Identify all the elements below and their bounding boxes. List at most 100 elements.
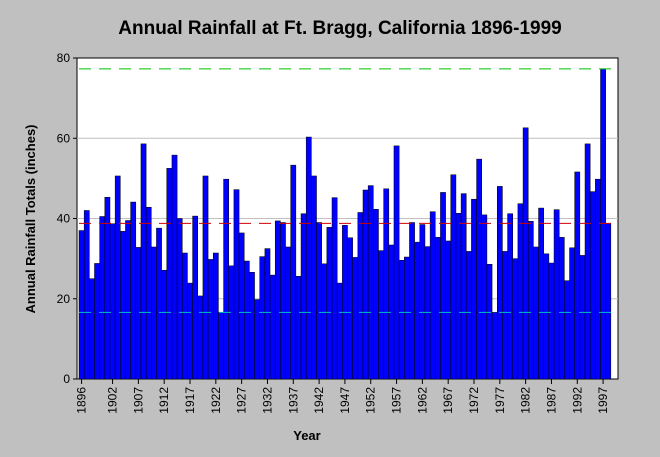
bar: [295, 276, 302, 380]
x-tick-label: 1967: [441, 387, 455, 414]
y-tick-label: 0: [63, 372, 70, 386]
bar: [280, 222, 286, 380]
bar: [595, 178, 601, 380]
bar: [486, 263, 493, 380]
bar: [171, 154, 178, 380]
bar: [311, 175, 317, 380]
bar: [600, 68, 606, 380]
bar: [398, 259, 405, 380]
x-tick-label: 1917: [183, 387, 197, 414]
y-axis-ticks: 0 20 40 60 80: [57, 51, 77, 386]
bar: [527, 221, 534, 380]
x-tick-label: 1997: [596, 387, 610, 414]
bar: [285, 246, 291, 380]
bar: [491, 312, 498, 380]
bar: [409, 222, 415, 380]
x-tick-label: 1947: [338, 387, 352, 414]
bar: [238, 232, 245, 380]
bar: [94, 263, 100, 380]
bar: [135, 247, 142, 380]
bar: [259, 256, 266, 380]
bar: [414, 241, 421, 380]
bar: [373, 209, 379, 380]
bar: [347, 237, 353, 380]
bar: [233, 189, 240, 380]
bar: [202, 175, 209, 380]
bar: [125, 220, 131, 380]
bar: [290, 164, 297, 380]
bar: [109, 223, 116, 380]
bar: [466, 251, 472, 380]
x-tick-label: 1907: [131, 387, 145, 414]
bar: [383, 188, 390, 380]
bar: [584, 143, 591, 380]
bar: [213, 252, 219, 380]
bar: [104, 196, 111, 380]
bar: [89, 278, 95, 380]
bar: [218, 312, 224, 380]
bar: [553, 209, 560, 380]
bar: [99, 216, 106, 380]
bar: [78, 230, 85, 380]
y-tick-label: 40: [57, 212, 71, 226]
bar: [522, 127, 529, 380]
bar: [336, 282, 343, 380]
bar: [362, 189, 369, 380]
bar: [269, 274, 276, 380]
bar: [130, 201, 137, 380]
x-tick-label: 1982: [519, 387, 533, 414]
x-axis-ticks: 1896 1902 1907 1912 1917 1922 1927 1932 1937 1942…: [75, 379, 610, 414]
bar: [605, 223, 612, 380]
bar: [574, 171, 581, 380]
bar: [481, 214, 488, 380]
bar: [579, 255, 586, 380]
x-tick-label: 1896: [75, 387, 89, 414]
x-tick-label: 1957: [390, 387, 404, 414]
bar: [445, 240, 452, 380]
bar: [589, 191, 596, 380]
bar: [564, 280, 570, 380]
bar: [254, 299, 260, 380]
bar: [455, 213, 462, 380]
bar: [156, 227, 162, 380]
x-tick-label: 1987: [544, 387, 558, 414]
y-axis-label: Annual Rainfall Totals (inches): [23, 124, 38, 313]
reference-lines: [79, 68, 616, 313]
bar: [326, 227, 333, 380]
x-tick-label: 1912: [157, 387, 171, 414]
bar: [192, 215, 199, 380]
bar: [352, 257, 359, 380]
bar: [517, 203, 524, 380]
bar: [404, 256, 410, 380]
bar: [182, 252, 188, 380]
bar: [305, 136, 312, 380]
bar: [496, 186, 503, 380]
x-tick-label: 1952: [364, 387, 378, 414]
x-tick-label: 1977: [493, 387, 507, 414]
bar: [166, 168, 173, 380]
x-tick-label: 1927: [235, 387, 249, 414]
bar: [342, 225, 348, 380]
bar: [569, 247, 575, 380]
bar: [187, 282, 193, 380]
bar: [145, 207, 152, 380]
bar: [120, 231, 126, 380]
y-tick-label: 80: [57, 51, 71, 65]
bar: [476, 158, 483, 380]
x-tick-label: 1932: [260, 387, 274, 414]
bar: [83, 210, 90, 380]
bar: [378, 250, 384, 380]
bar: [114, 175, 121, 380]
bar: [393, 145, 400, 380]
bar: [512, 258, 519, 380]
y-tick-label: 20: [57, 292, 71, 306]
bar: [264, 248, 271, 380]
bar: [197, 295, 204, 380]
bar: [357, 212, 364, 380]
bar: [429, 211, 436, 380]
bar: [316, 222, 322, 380]
bar: [435, 237, 441, 380]
x-tick-label: 1937: [286, 387, 300, 414]
bar: [228, 265, 235, 380]
